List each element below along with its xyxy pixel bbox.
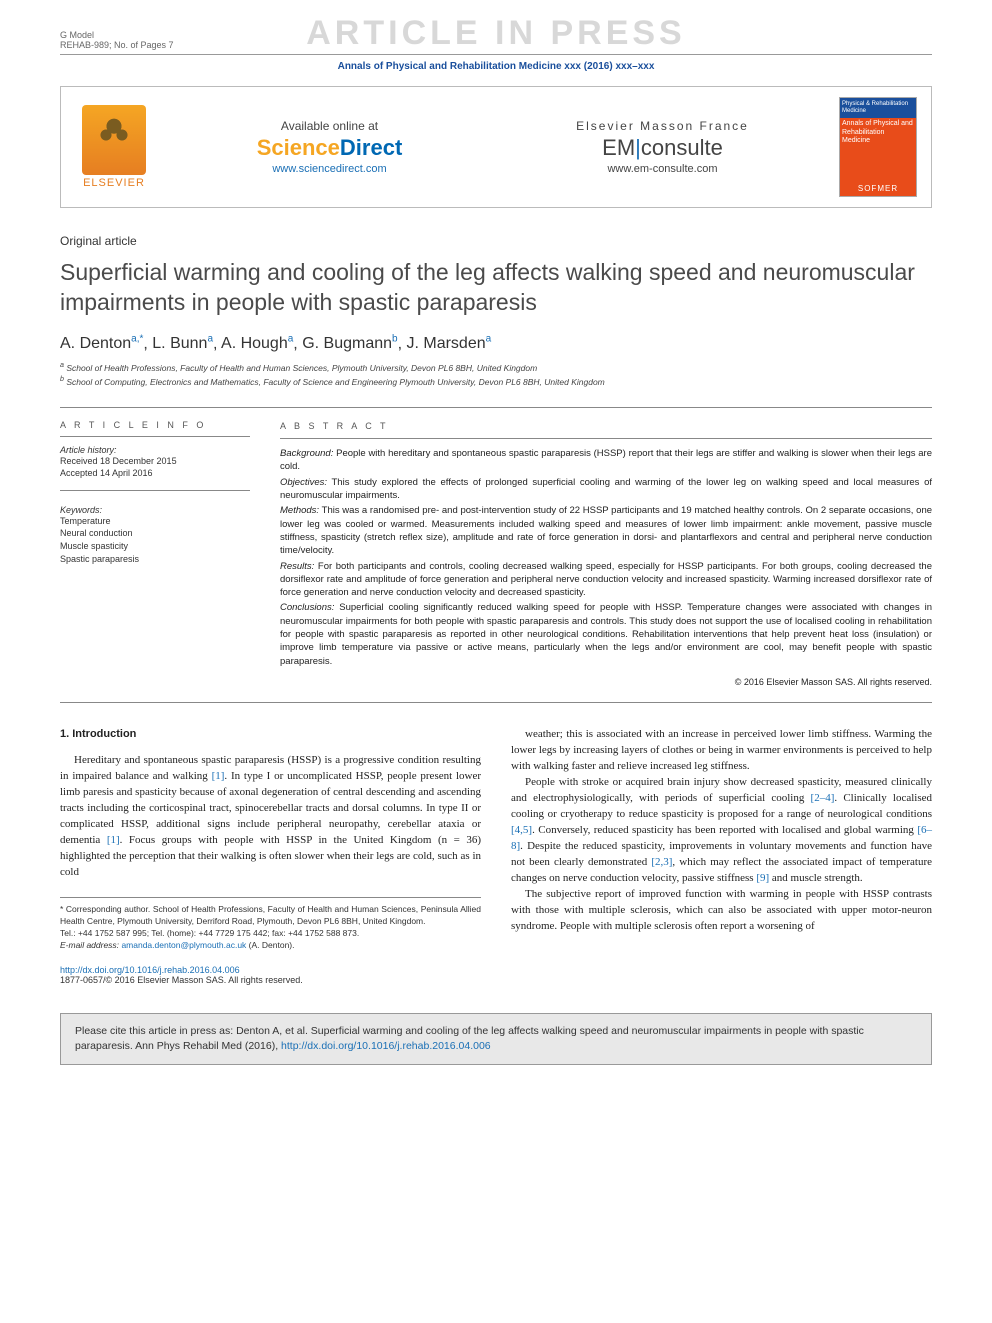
- ref-link[interactable]: [2–4]: [811, 792, 835, 804]
- intro-paragraph-4: The subjective report of improved functi…: [511, 887, 932, 935]
- author: A. Hougha: [221, 335, 293, 352]
- article-info-column: A R T I C L E I N F O Article history: R…: [60, 420, 250, 689]
- abstract-heading: A B S T R A C T: [280, 420, 932, 440]
- sciencedirect-block: Available online at ScienceDirect www.sc…: [173, 97, 486, 197]
- email-attribution: (A. Denton).: [246, 940, 294, 950]
- affiliation-a: a School of Health Professions, Faculty …: [60, 361, 932, 375]
- citation-doi-link[interactable]: http://dx.doi.org/10.1016/j.rehab.2016.0…: [281, 1040, 491, 1052]
- ref-link[interactable]: [9]: [756, 872, 769, 884]
- sciencedirect-url[interactable]: www.sciencedirect.com: [173, 163, 486, 175]
- section-1-heading: 1. Introduction: [60, 727, 481, 743]
- methods-text: This was a randomised pre- and post-inte…: [280, 505, 932, 556]
- background-text: People with hereditary and spontaneous s…: [280, 448, 932, 472]
- issn-copyright: 1877-0657/© 2016 Elsevier Masson SAS. Al…: [60, 975, 932, 985]
- article-type-label: Original article: [60, 234, 932, 248]
- sciencedirect-logo: ScienceDirect: [173, 135, 486, 161]
- results-text: For both participants and controls, cool…: [280, 561, 932, 599]
- gmodel-block: G Model REHAB-989; No. of Pages 7: [60, 30, 932, 55]
- author: G. Bugmannb: [302, 335, 397, 352]
- conclusions-text: Superficial cooling significantly reduce…: [280, 602, 932, 666]
- author: L. Bunna: [152, 335, 213, 352]
- em-logo-right: consulte: [641, 135, 723, 160]
- email-address-link[interactable]: amanda.denton@plymouth.ac.uk: [121, 940, 246, 950]
- elsevier-tree-icon: [82, 105, 146, 175]
- objectives-label: Objectives:: [280, 477, 327, 488]
- abstract-copyright: © 2016 Elsevier Masson SAS. All rights r…: [280, 676, 932, 689]
- left-column: 1. Introduction Hereditary and spontaneo…: [60, 727, 481, 951]
- ref-link[interactable]: [1]: [107, 834, 120, 846]
- sd-logo-left: Science: [257, 135, 340, 160]
- cover-bottom-text: SOFMER: [840, 184, 916, 193]
- history-label: Article history:: [60, 445, 250, 455]
- affiliations-block: a School of Health Professions, Faculty …: [60, 361, 932, 388]
- emconsulte-logo: EM|consulte: [506, 135, 819, 161]
- keyword-item: Spastic paraparesis: [60, 553, 250, 566]
- author: J. Marsdena: [406, 335, 491, 352]
- elsevier-text: ELSEVIER: [83, 177, 145, 189]
- doi-block: http://dx.doi.org/10.1016/j.rehab.2016.0…: [60, 965, 932, 985]
- intro-paragraph-3: People with stroke or acquired brain inj…: [511, 775, 932, 887]
- gmodel-line2: REHAB-989; No. of Pages 7: [60, 40, 932, 50]
- elsevier-logo: ELSEVIER: [75, 97, 153, 197]
- abstract-column: A B S T R A C T Background: People with …: [280, 420, 932, 689]
- accepted-date: Accepted 14 April 2016: [60, 467, 250, 480]
- keyword-item: Temperature: [60, 515, 250, 528]
- objectives-text: This study explored the effects of prolo…: [280, 477, 932, 501]
- journal-reference: Annals of Physical and Rehabilitation Me…: [60, 61, 932, 72]
- citation-box: Please cite this article in press as: De…: [60, 1013, 932, 1064]
- sd-logo-right: Direct: [340, 135, 402, 160]
- keywords-label: Keywords:: [60, 505, 250, 515]
- cover-mid-text: Annals of Physical and Rehabilitation Me…: [840, 118, 916, 147]
- em-publisher-label: Elsevier Masson France: [506, 119, 819, 133]
- article-title: Superficial warming and cooling of the l…: [60, 258, 932, 318]
- doi-link[interactable]: http://dx.doi.org/10.1016/j.rehab.2016.0…: [60, 965, 240, 975]
- email-line: E-mail address: amanda.denton@plymouth.a…: [60, 940, 481, 952]
- intro-paragraph-2: weather; this is associated with an incr…: [511, 727, 932, 775]
- author: A. Dentona,*: [60, 335, 143, 352]
- publisher-header: ELSEVIER Available online at ScienceDire…: [60, 86, 932, 208]
- corresponding-author: * Corresponding author. School of Health…: [60, 904, 481, 928]
- journal-cover-thumbnail: Physical & Rehabilitation Medicine Annal…: [839, 97, 917, 197]
- ref-link[interactable]: [1]: [212, 770, 225, 782]
- body-two-columns: 1. Introduction Hereditary and spontaneo…: [60, 727, 932, 951]
- author-list: A. Dentona,*, L. Bunna, A. Hougha, G. Bu…: [60, 334, 932, 353]
- ref-link[interactable]: [4,5]: [511, 824, 532, 836]
- article-info-heading: A R T I C L E I N F O: [60, 420, 250, 437]
- footnotes-block: * Corresponding author. School of Health…: [60, 897, 481, 952]
- keyword-item: Neural conduction: [60, 527, 250, 540]
- keyword-item: Muscle spasticity: [60, 540, 250, 553]
- em-logo-left: EM: [602, 135, 635, 160]
- telephone-line: Tel.: +44 1752 587 995; Tel. (home): +44…: [60, 928, 481, 940]
- affiliation-b: b School of Computing, Electronics and M…: [60, 375, 932, 389]
- cover-top-text: Physical & Rehabilitation Medicine: [840, 98, 916, 118]
- received-date: Received 18 December 2015: [60, 455, 250, 468]
- ref-link[interactable]: [2,3]: [651, 856, 672, 868]
- emconsulte-block: Elsevier Masson France EM|consulte www.e…: [506, 97, 819, 197]
- gmodel-line1: G Model: [60, 30, 932, 40]
- background-label: Background:: [280, 448, 333, 459]
- results-label: Results:: [280, 561, 314, 572]
- sd-available-label: Available online at: [173, 119, 486, 133]
- right-column: weather; this is associated with an incr…: [511, 727, 932, 951]
- methods-label: Methods:: [280, 505, 319, 516]
- email-label: E-mail address:: [60, 940, 119, 950]
- intro-paragraph-1: Hereditary and spontaneous spastic parap…: [60, 753, 481, 881]
- conclusions-label: Conclusions:: [280, 602, 334, 613]
- emconsulte-url[interactable]: www.em-consulte.com: [506, 163, 819, 175]
